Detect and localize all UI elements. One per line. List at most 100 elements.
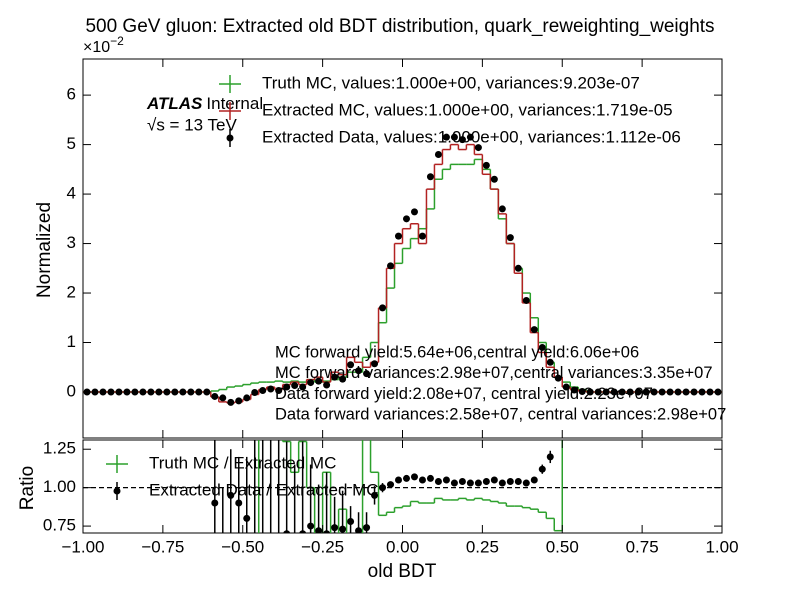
data-point bbox=[147, 388, 155, 396]
atlas-label: ATLAS bbox=[146, 94, 203, 113]
data-point bbox=[546, 453, 554, 461]
data-point bbox=[562, 383, 570, 391]
x-tick-label: −0.25 bbox=[301, 537, 344, 556]
data-point bbox=[674, 388, 682, 396]
annotation: MC forward yield:5.64e+06,central yield:… bbox=[275, 343, 639, 361]
data-point bbox=[578, 387, 586, 395]
ratio-axis-label: Ratio bbox=[17, 466, 38, 510]
x-tick-label: 0.75 bbox=[626, 537, 659, 556]
x-tick-label: 0.50 bbox=[546, 537, 579, 556]
data-point bbox=[426, 474, 434, 482]
x-tick-label: −1.00 bbox=[61, 537, 104, 556]
data-point bbox=[211, 392, 219, 400]
y-multiplier: ×10−2 bbox=[83, 34, 124, 56]
data-point bbox=[602, 388, 610, 396]
data-point bbox=[371, 491, 379, 499]
data-point bbox=[395, 476, 403, 484]
data-point bbox=[658, 388, 666, 396]
data-point bbox=[434, 150, 442, 158]
data-point bbox=[450, 133, 458, 141]
data-point bbox=[466, 133, 474, 141]
data-point bbox=[610, 388, 618, 396]
legend-label: Truth MC / Extracted MC bbox=[149, 453, 336, 472]
data-point bbox=[706, 388, 714, 396]
data-point bbox=[187, 388, 195, 396]
chart-title: 500 GeV gluon: Extracted old BDT distrib… bbox=[85, 16, 714, 37]
data-point bbox=[458, 478, 466, 486]
y-tick-label: 4 bbox=[67, 184, 76, 203]
data-point bbox=[474, 479, 482, 487]
data-point bbox=[698, 388, 706, 396]
data-point bbox=[171, 388, 179, 396]
data-point bbox=[323, 530, 331, 533]
data-point bbox=[235, 499, 243, 507]
x-tick-label: −0.75 bbox=[141, 537, 184, 556]
data-point bbox=[514, 478, 522, 486]
data-point bbox=[243, 394, 251, 402]
data-point bbox=[498, 205, 506, 213]
data-point bbox=[522, 479, 530, 487]
data-point bbox=[267, 385, 275, 393]
legend-marker bbox=[226, 134, 234, 142]
data-point bbox=[291, 538, 298, 545]
data-point bbox=[482, 478, 490, 486]
data-point bbox=[307, 522, 315, 530]
data-point bbox=[538, 465, 546, 473]
data-point bbox=[514, 264, 522, 272]
data-point bbox=[490, 175, 498, 183]
data-point bbox=[315, 377, 323, 385]
data-point bbox=[570, 386, 578, 394]
data-point bbox=[227, 398, 235, 406]
data-point bbox=[530, 476, 538, 484]
data-point bbox=[490, 476, 498, 484]
x-tick-label: 1.00 bbox=[705, 537, 738, 556]
data-point bbox=[107, 388, 115, 396]
data-point bbox=[99, 388, 107, 396]
data-point bbox=[418, 476, 426, 484]
data-point bbox=[554, 374, 562, 382]
data-point bbox=[363, 524, 371, 532]
data-point bbox=[379, 304, 387, 312]
data-point bbox=[267, 546, 274, 553]
y-tick-label: 1.25 bbox=[43, 439, 76, 458]
data-point bbox=[163, 388, 171, 396]
data-point bbox=[538, 343, 546, 351]
y-tick-label: 0 bbox=[67, 381, 76, 400]
data-point bbox=[682, 388, 690, 396]
data-point bbox=[115, 388, 123, 396]
data-point bbox=[530, 326, 538, 334]
data-point bbox=[331, 524, 339, 532]
data-point bbox=[283, 383, 291, 391]
data-point bbox=[347, 361, 355, 369]
data-point bbox=[458, 136, 466, 144]
data-point bbox=[219, 394, 227, 402]
data-point bbox=[251, 388, 259, 396]
data-point bbox=[474, 144, 482, 152]
data-point bbox=[275, 387, 283, 395]
data-point bbox=[482, 161, 490, 169]
y-axis-label: Normalized bbox=[34, 202, 55, 298]
data-point bbox=[211, 499, 219, 507]
legend-marker bbox=[113, 487, 121, 495]
data-point bbox=[395, 232, 403, 240]
data-point bbox=[235, 397, 243, 405]
data-point bbox=[626, 388, 634, 396]
x-tick-label: 0.25 bbox=[466, 537, 499, 556]
data-point bbox=[546, 358, 554, 366]
data-point bbox=[642, 388, 650, 396]
data-point bbox=[227, 491, 235, 499]
data-point bbox=[323, 381, 331, 389]
data-point bbox=[155, 388, 163, 396]
experiment-label: ATLAS Internal bbox=[146, 94, 263, 113]
data-point bbox=[299, 530, 307, 533]
y-tick-label: 0.75 bbox=[43, 516, 76, 535]
legend-label: Extracted Data, values:1.000e+00, varian… bbox=[262, 127, 681, 146]
data-point bbox=[203, 388, 211, 396]
data-point bbox=[522, 296, 530, 304]
data-point bbox=[434, 478, 442, 486]
annotation: Data forward variances:2.58e+07, central… bbox=[275, 405, 726, 423]
data-point bbox=[91, 388, 99, 396]
data-point bbox=[339, 375, 347, 383]
data-point bbox=[506, 234, 514, 242]
data-point bbox=[299, 383, 307, 391]
